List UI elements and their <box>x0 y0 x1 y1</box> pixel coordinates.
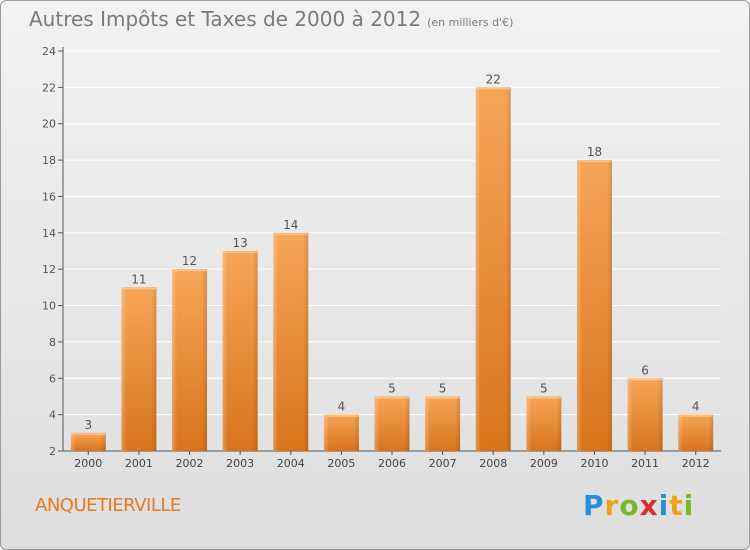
bar-shade <box>222 251 258 451</box>
proxiti-logo: Proxiti <box>583 489 694 522</box>
bar-shade <box>374 396 410 451</box>
x-tick-label: 2012 <box>682 457 710 470</box>
commune-name: ANQUETIERVILLE <box>35 495 181 516</box>
x-tick-label: 2010 <box>580 457 608 470</box>
y-tick-label: 16 <box>42 190 56 203</box>
data-label: 5 <box>439 381 447 395</box>
chart-unit: (en milliers d'€) <box>427 16 514 29</box>
logo-letter: r <box>604 489 620 522</box>
x-tick-label: 2007 <box>429 457 457 470</box>
y-tick-label: 8 <box>49 336 56 349</box>
y-tick-label: 18 <box>42 154 56 167</box>
logo-letter: i <box>658 489 670 522</box>
y-tick-label: 6 <box>49 372 56 385</box>
data-label: 5 <box>388 381 396 395</box>
bar-top-highlight <box>324 415 359 417</box>
bar-top-highlight <box>628 378 663 381</box>
x-tick-label: 2011 <box>631 457 659 470</box>
x-tick-label: 2009 <box>530 457 558 470</box>
bar-top-highlight <box>577 160 612 163</box>
bar-shade <box>475 87 511 451</box>
x-tick-label: 2004 <box>277 457 305 470</box>
bar-top-highlight <box>375 396 409 399</box>
bar-top-highlight <box>678 415 713 417</box>
x-tick-label: 2006 <box>378 457 406 470</box>
bars: 3 11 12 13 14 4 5 5 22 5 18 6 4 <box>70 72 714 451</box>
data-label: 5 <box>540 381 548 395</box>
data-label: 11 <box>131 272 146 286</box>
bar-shade <box>678 414 714 451</box>
bar-top-highlight <box>476 87 511 90</box>
bar-top-highlight <box>223 251 258 253</box>
y-tick-label: 20 <box>42 118 56 131</box>
bar-top-highlight <box>425 396 460 399</box>
y-tick-label: 4 <box>49 409 56 422</box>
logo-letter: o <box>619 489 640 522</box>
y-tick-label: 2 <box>49 445 56 458</box>
data-label: 22 <box>486 72 501 86</box>
bar-shade <box>425 396 461 451</box>
data-label: 6 <box>641 363 649 377</box>
y-tick-label: 14 <box>42 227 56 240</box>
y-tick-label: 24 <box>42 45 56 58</box>
bar-shade <box>627 378 663 451</box>
data-label: 12 <box>182 254 197 268</box>
x-tick-label: 2002 <box>176 457 204 470</box>
bar-top-highlight <box>71 433 106 435</box>
data-label: 4 <box>692 400 700 414</box>
x-tick-label: 2005 <box>327 457 355 470</box>
x-tick-label: 2000 <box>74 457 102 470</box>
x-tick-label: 2003 <box>226 457 254 470</box>
bar-shade <box>121 287 157 451</box>
bar-top-highlight <box>172 269 207 272</box>
logo-letter: P <box>583 489 605 522</box>
bar-shade <box>576 160 612 451</box>
chart-title-text: Autres Impôts et Taxes de 2000 à 2012 <box>29 7 422 31</box>
bar-shade <box>172 269 208 451</box>
bar-top-highlight <box>273 233 308 235</box>
y-tick-label: 12 <box>42 263 56 276</box>
logo-letter: x <box>639 489 659 522</box>
data-label: 4 <box>338 400 346 414</box>
data-label: 14 <box>283 218 298 232</box>
x-tick-label: 2008 <box>479 457 507 470</box>
chart-title: Autres Impôts et Taxes de 2000 à 2012 (en… <box>29 7 513 31</box>
bar-shade <box>323 414 359 451</box>
bar-shade <box>70 432 106 451</box>
y-tick-label: 10 <box>42 300 56 313</box>
data-label: 3 <box>84 418 92 432</box>
bar-top-highlight <box>526 396 561 399</box>
data-label: 13 <box>233 236 248 250</box>
grid-lines <box>63 50 721 416</box>
y-tick-label: 22 <box>42 81 56 94</box>
logo-letter: t <box>669 489 684 522</box>
bar-shade <box>526 396 562 451</box>
x-tick-label: 2001 <box>125 457 153 470</box>
data-label: 18 <box>587 145 602 159</box>
bar-shade <box>273 232 309 451</box>
logo-letter: i <box>683 489 695 522</box>
bar-top-highlight <box>121 287 156 290</box>
